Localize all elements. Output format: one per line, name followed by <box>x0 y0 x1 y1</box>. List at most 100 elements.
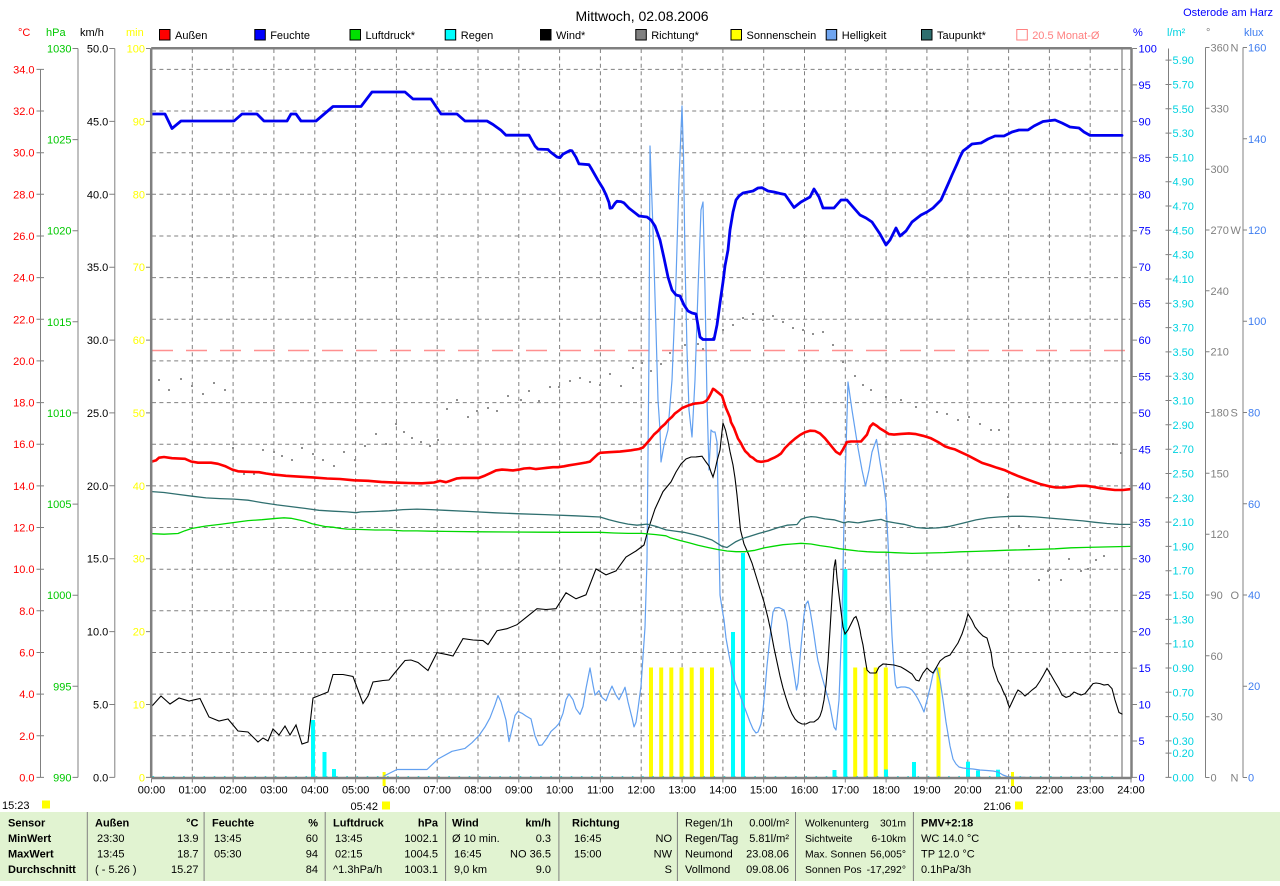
svg-text:1000: 1000 <box>47 590 71 602</box>
svg-text:Außen: Außen <box>95 818 130 830</box>
svg-text:WC 14.0 °C: WC 14.0 °C <box>921 833 979 845</box>
svg-text:5.70: 5.70 <box>1173 80 1194 92</box>
svg-text:24.0: 24.0 <box>13 273 34 285</box>
svg-text:100: 100 <box>1139 44 1157 56</box>
svg-text:13.9: 13.9 <box>177 833 198 845</box>
svg-text:2.50: 2.50 <box>1173 469 1194 481</box>
svg-text:3.30: 3.30 <box>1173 371 1194 383</box>
svg-text:4.0: 4.0 <box>19 689 34 701</box>
svg-text:1003.1: 1003.1 <box>404 864 438 876</box>
svg-text:1025: 1025 <box>47 135 71 147</box>
svg-text:0.1hPa/3h: 0.1hPa/3h <box>921 864 971 876</box>
svg-text:Außen: Außen <box>175 30 207 42</box>
svg-text:50: 50 <box>133 408 145 420</box>
svg-text:18.7: 18.7 <box>177 849 198 861</box>
svg-text:995: 995 <box>53 681 71 693</box>
svg-text:05:42: 05:42 <box>350 801 378 813</box>
svg-text:1020: 1020 <box>47 226 71 238</box>
svg-text:240: 240 <box>1211 286 1229 298</box>
svg-text:min: min <box>126 27 144 39</box>
svg-text:35.0: 35.0 <box>87 262 108 274</box>
svg-text:140: 140 <box>1248 134 1266 146</box>
svg-text:3.70: 3.70 <box>1173 323 1194 335</box>
svg-text:°C: °C <box>186 818 198 830</box>
svg-text:20: 20 <box>1139 627 1151 639</box>
svg-text:Helligkeit: Helligkeit <box>842 30 887 42</box>
svg-text:30: 30 <box>1139 554 1151 566</box>
svg-text:Sonnenschein: Sonnenschein <box>747 30 817 42</box>
svg-text:45: 45 <box>1139 444 1151 456</box>
svg-text:01:00: 01:00 <box>179 785 207 797</box>
svg-text:56,005°: 56,005° <box>870 850 906 861</box>
svg-text:23:00: 23:00 <box>1076 785 1104 797</box>
svg-text:15.27: 15.27 <box>171 864 199 876</box>
svg-text:60: 60 <box>1211 651 1223 663</box>
svg-text:26.0: 26.0 <box>13 231 34 243</box>
svg-text:Richtung: Richtung <box>572 818 620 830</box>
svg-text:100: 100 <box>127 44 145 56</box>
svg-text:85: 85 <box>1139 153 1151 165</box>
svg-text:8.0: 8.0 <box>19 606 34 618</box>
svg-text:50.0: 50.0 <box>87 44 108 56</box>
svg-text:NO: NO <box>656 833 673 845</box>
svg-text:05:30: 05:30 <box>214 849 242 861</box>
svg-text:300: 300 <box>1211 164 1229 176</box>
svg-text:Mittwoch, 02.08.2006: Mittwoch, 02.08.2006 <box>575 8 708 24</box>
svg-text:120: 120 <box>1248 225 1266 237</box>
svg-text:Regen: Regen <box>461 30 493 42</box>
svg-text:13:00: 13:00 <box>668 785 696 797</box>
svg-text:S: S <box>1231 408 1238 420</box>
svg-text:30.0: 30.0 <box>13 148 34 160</box>
svg-text:Wind: Wind <box>452 818 479 830</box>
svg-text:6-10km: 6-10km <box>871 834 906 845</box>
svg-text:6.0: 6.0 <box>19 648 34 660</box>
svg-text:22:00: 22:00 <box>1036 785 1064 797</box>
svg-text:09:00: 09:00 <box>505 785 533 797</box>
svg-text:360: 360 <box>1211 43 1229 55</box>
svg-text:32.0: 32.0 <box>13 106 34 118</box>
svg-text:Neumond: Neumond <box>685 849 733 861</box>
svg-text:MinWert: MinWert <box>8 833 52 845</box>
svg-text:08:00: 08:00 <box>464 785 492 797</box>
svg-text:90: 90 <box>1139 116 1151 128</box>
svg-text:25.0: 25.0 <box>87 408 108 420</box>
svg-text:3.10: 3.10 <box>1173 396 1194 408</box>
svg-text:75: 75 <box>1139 226 1151 238</box>
svg-text:1015: 1015 <box>47 317 71 329</box>
svg-text:3.50: 3.50 <box>1173 347 1194 359</box>
svg-text:5: 5 <box>1139 736 1145 748</box>
svg-text:270: 270 <box>1211 225 1229 237</box>
svg-text:4.10: 4.10 <box>1173 274 1194 286</box>
svg-text:N: N <box>1231 773 1239 785</box>
svg-text:70: 70 <box>1139 262 1151 274</box>
svg-text:00:00: 00:00 <box>138 785 166 797</box>
svg-text:5.50: 5.50 <box>1173 104 1194 116</box>
svg-text:0: 0 <box>139 772 145 784</box>
svg-text:5.30: 5.30 <box>1173 128 1194 140</box>
svg-text:20.0: 20.0 <box>13 356 34 368</box>
svg-text:17:00: 17:00 <box>832 785 860 797</box>
svg-text:40: 40 <box>1139 481 1151 493</box>
svg-text:94: 94 <box>306 849 318 861</box>
svg-text:40.0: 40.0 <box>87 189 108 201</box>
svg-text:20: 20 <box>1248 681 1260 693</box>
svg-text:Richtung*: Richtung* <box>651 30 699 42</box>
svg-text:1002.1: 1002.1 <box>404 833 438 845</box>
svg-text:60: 60 <box>1248 499 1260 511</box>
svg-text:22.0: 22.0 <box>13 314 34 326</box>
svg-text:3.90: 3.90 <box>1173 298 1194 310</box>
svg-text:16:45: 16:45 <box>574 833 602 845</box>
svg-text:10:00: 10:00 <box>546 785 574 797</box>
svg-text:60: 60 <box>1139 335 1151 347</box>
svg-text:04:00: 04:00 <box>301 785 329 797</box>
svg-text:02:15: 02:15 <box>335 849 363 861</box>
svg-text:120: 120 <box>1211 529 1229 541</box>
svg-text:150: 150 <box>1211 468 1229 480</box>
svg-text:2.90: 2.90 <box>1173 420 1194 432</box>
svg-text:70: 70 <box>133 262 145 274</box>
svg-text:N: N <box>1231 43 1239 55</box>
svg-text:( - 5.26 ): ( - 5.26 ) <box>95 864 137 876</box>
svg-text:NO 36.5: NO 36.5 <box>510 849 551 861</box>
svg-text:14.0: 14.0 <box>13 481 34 493</box>
svg-text:16.0: 16.0 <box>13 439 34 451</box>
